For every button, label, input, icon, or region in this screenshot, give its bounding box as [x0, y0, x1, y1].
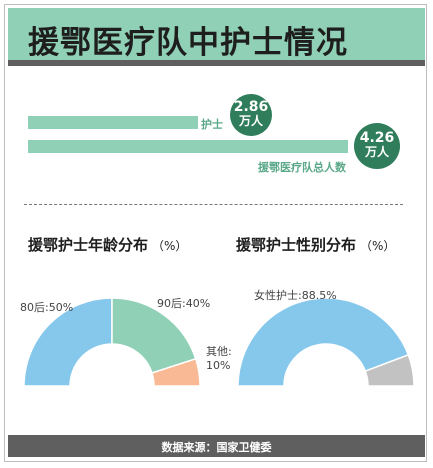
bubble-total: 4.26 万人: [354, 123, 400, 169]
age-donut-slice-0: [23, 297, 113, 387]
age-label-90s: 90后:40%: [157, 297, 211, 310]
gender-donut-chart: [237, 297, 415, 387]
gender-label-female: 女性护士:88.5%: [254, 289, 337, 302]
age-donut-slice-2: [150, 357, 201, 387]
section-divider: [24, 204, 403, 205]
gender-donut-slice-0: [237, 297, 410, 387]
age-donut-chart: [23, 297, 201, 387]
footer-bar: 数据来源：国家卫健委: [8, 435, 425, 457]
gender-chart-title-text: 援鄂护士性别分布: [236, 236, 357, 254]
age-donut-slice-1: [111, 297, 197, 374]
bubble-total-value: 4.26: [359, 130, 395, 146]
bar-nurses: [28, 116, 198, 129]
bar-nurses-label: 护士: [201, 118, 223, 131]
gender-donut-slice-1: [364, 353, 415, 387]
gender-chart-unit: （%）: [360, 239, 396, 253]
bubble-nurses-value: 2.86: [233, 99, 269, 115]
age-label-other: 其他: 10%: [206, 345, 232, 372]
age-label-80s: 80后:50%: [20, 301, 74, 314]
bubble-nurses: 2.86 万人: [230, 94, 272, 136]
data-source: 数据来源：国家卫健委: [161, 441, 272, 454]
age-chart-title: 援鄂护士年龄分布 （%）: [28, 234, 187, 255]
gender-chart-title: 援鄂护士性别分布 （%）: [236, 234, 395, 255]
bubble-total-unit: 万人: [364, 145, 389, 159]
page-title: 援鄂医疗队中护士情况: [28, 25, 348, 61]
age-chart-unit: （%）: [152, 239, 188, 253]
title-bar: 援鄂医疗队中护士情况: [8, 8, 425, 66]
infographic-frame: [4, 4, 427, 462]
age-chart-title-text: 援鄂护士年龄分布: [28, 236, 149, 254]
bubble-nurses-unit: 万人: [238, 114, 263, 128]
bar-total: [28, 140, 348, 153]
bar-total-label: 援鄂医疗队总人数: [258, 161, 346, 174]
